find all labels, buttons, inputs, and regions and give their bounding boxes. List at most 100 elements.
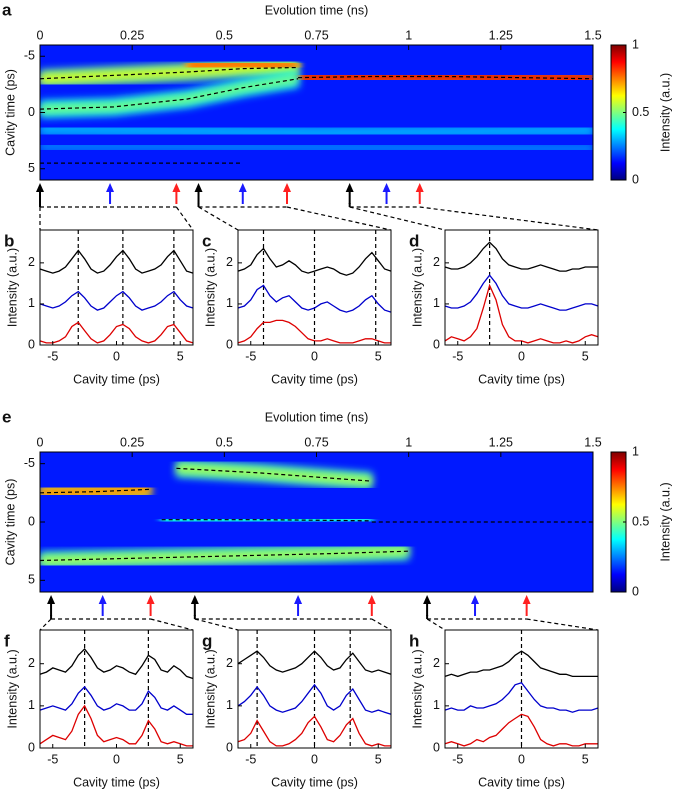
- marker-head: [522, 595, 531, 604]
- x-axis-title: Cavity time (ps): [271, 775, 358, 789]
- x-tick-label: 5: [177, 752, 184, 766]
- trace: [237, 715, 391, 747]
- x-axis-title: Cavity time (ps): [478, 775, 565, 789]
- x-tick-label: 5: [177, 349, 184, 363]
- trace: [39, 249, 194, 274]
- trace: [237, 284, 392, 313]
- y-axis-title: Intensity (a.u.): [410, 248, 424, 327]
- marker-head: [194, 183, 203, 192]
- trace: [237, 247, 392, 276]
- trace: [444, 241, 598, 272]
- x-tick-label: -5: [47, 752, 58, 766]
- marker-head: [423, 595, 432, 604]
- y-tick-label: 2: [28, 255, 35, 269]
- trace: [444, 713, 598, 747]
- bracket: [194, 618, 239, 631]
- y-axis-title: Cavity time (ps): [3, 479, 17, 566]
- y-axis-title: Cavity time (ps): [3, 69, 17, 156]
- trace: [237, 683, 392, 715]
- bracket: [349, 206, 446, 231]
- y-tick-label: -5: [24, 49, 35, 63]
- marker-head: [98, 595, 107, 604]
- marker-head: [146, 595, 155, 604]
- bracket: [175, 206, 194, 231]
- marker-head: [367, 595, 376, 604]
- trace: [237, 650, 392, 675]
- x-tick-label: 5: [582, 752, 589, 766]
- panel-label: e: [2, 407, 11, 426]
- bracket: [150, 618, 194, 631]
- bracket: [526, 618, 599, 631]
- y-tick-label: 0: [226, 740, 233, 754]
- x-tick-label: 1.5: [584, 28, 601, 42]
- x-tick-label: -5: [245, 349, 256, 363]
- colorbar-tick-label: 0.5: [632, 105, 649, 119]
- trace: [444, 650, 598, 678]
- y-tick-label: 1: [28, 698, 35, 712]
- x-tick-label: 0: [518, 349, 525, 363]
- x-tick-label: 1.25: [489, 435, 513, 449]
- x-tick-label: -5: [245, 752, 256, 766]
- panel-label: f: [4, 631, 10, 650]
- x-axis-title: Evolution time (ns): [265, 410, 369, 424]
- colorbar-tick-label: 0.5: [632, 514, 649, 528]
- x-tick-label: 5: [375, 349, 382, 363]
- marker-head: [345, 183, 354, 192]
- axes-frame: [39, 629, 194, 749]
- heatmap: [40, 452, 593, 592]
- bracket: [39, 618, 52, 631]
- y-tick-label: 1: [226, 698, 233, 712]
- x-tick-label: 0: [113, 752, 120, 766]
- bracket: [286, 206, 392, 231]
- colorbar-title: Intensity (a.u.): [658, 482, 672, 561]
- marker-head: [283, 183, 292, 192]
- panel-label: d: [409, 231, 419, 250]
- marker-head: [36, 183, 44, 192]
- y-axis-title: Intensity (a.u.): [5, 248, 19, 327]
- trace: [39, 290, 194, 311]
- y-axis-title: Intensity (a.u.): [203, 248, 217, 327]
- marker-head: [47, 595, 56, 604]
- x-tick-label: 0.25: [120, 435, 144, 449]
- ridge-core: [40, 125, 593, 137]
- x-axis-title: Cavity time (ps): [271, 372, 358, 386]
- panel-label: a: [2, 0, 12, 19]
- marker-head: [471, 595, 480, 604]
- panel-label: b: [4, 231, 14, 250]
- ridge-core: [187, 60, 299, 71]
- panel-label: g: [202, 631, 212, 650]
- ridge-trace: [298, 75, 594, 80]
- ridge-core: [40, 142, 593, 153]
- y-axis-title: Intensity (a.u.): [410, 649, 424, 728]
- x-tick-label: 1: [405, 28, 412, 42]
- x-tick-label: 0: [518, 752, 525, 766]
- x-tick-label: 0.75: [304, 28, 328, 42]
- x-axis-title: Evolution time (ns): [265, 3, 369, 17]
- x-tick-label: -5: [452, 752, 463, 766]
- x-tick-label: 5: [375, 752, 382, 766]
- trace: [444, 681, 599, 713]
- colorbar-tick-label: 0: [632, 172, 639, 186]
- trace: [444, 274, 599, 311]
- ridge-trace: [161, 519, 372, 522]
- x-axis-title: Cavity time (ps): [73, 775, 160, 789]
- x-tick-label: 5: [582, 349, 589, 363]
- y-tick-label: 1: [433, 296, 440, 310]
- panel-label: h: [409, 631, 419, 650]
- axes-frame: [444, 229, 599, 346]
- y-tick-label: 2: [226, 255, 233, 269]
- x-axis-title: Cavity time (ps): [478, 372, 565, 386]
- bracket: [419, 206, 599, 231]
- heatmap: [40, 45, 593, 180]
- colorbar-tick-label: 1: [632, 444, 639, 458]
- y-tick-label: 2: [433, 255, 440, 269]
- y-tick-label: 0: [28, 337, 35, 351]
- y-tick-label: 0: [433, 740, 440, 754]
- bracket: [198, 206, 239, 231]
- trace: [39, 704, 193, 747]
- x-tick-label: 1.25: [489, 28, 513, 42]
- y-tick-label: 2: [226, 656, 233, 670]
- x-tick-label: 0: [311, 349, 318, 363]
- marker-head: [106, 183, 115, 192]
- marker-head: [238, 183, 247, 192]
